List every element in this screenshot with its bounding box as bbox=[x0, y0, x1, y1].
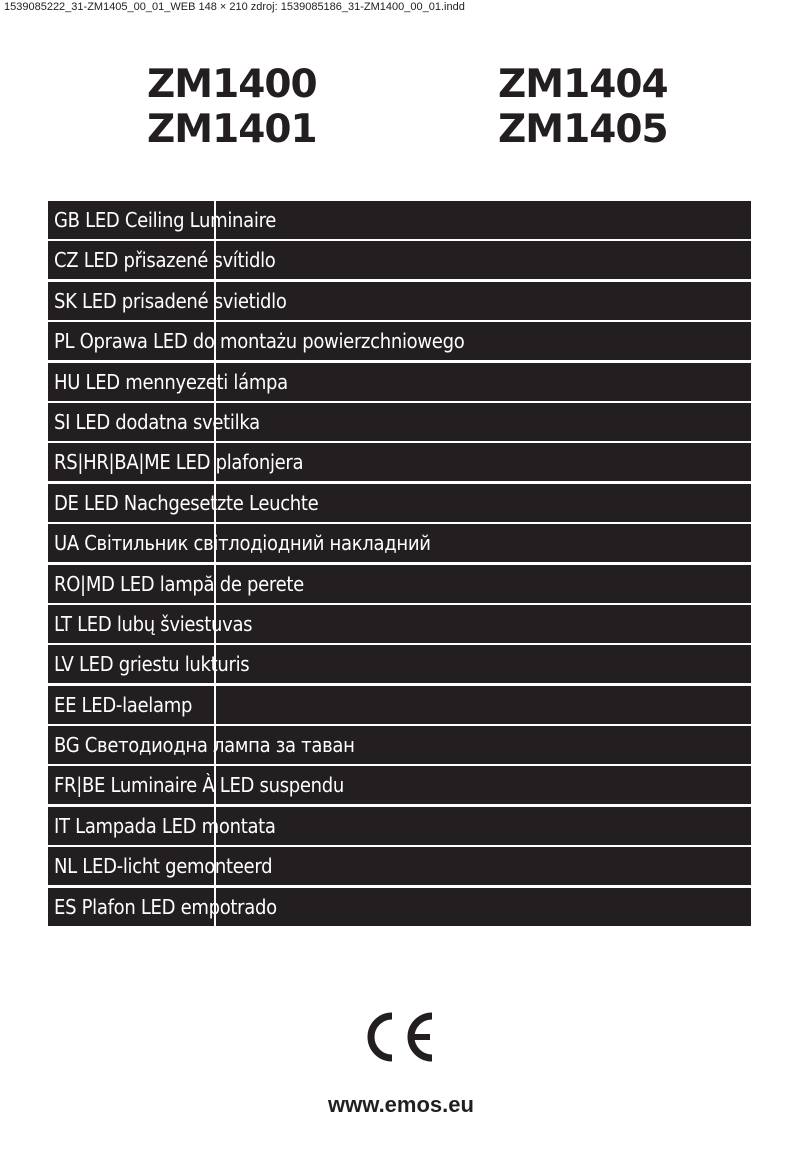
language-title-row: SK LED prisadené svietidlo bbox=[48, 281, 751, 320]
language-title-row: RO|MD LED lampă de perete bbox=[48, 564, 751, 603]
language-title-row: BG Светодиодна лампа за таван bbox=[48, 726, 751, 765]
language-title-row: ES Plafon LED empotrado bbox=[48, 887, 751, 926]
language-title-row: HU LED mennyezeti lámpa bbox=[48, 362, 751, 401]
language-title-row: GB LED Ceiling Luminaire bbox=[48, 201, 751, 239]
website-link[interactable]: www.emos.eu bbox=[328, 1092, 474, 1117]
language-title-row: LV LED griestu lukturis bbox=[48, 645, 751, 684]
fold-line bbox=[214, 201, 216, 928]
language-title-row: RS|HR|BA|ME LED plafonjera bbox=[48, 443, 751, 482]
model-list-left: ZM1400 ZM1401 bbox=[147, 62, 318, 152]
ce-mark-icon bbox=[358, 1010, 436, 1068]
model-code: ZM1400 bbox=[147, 62, 318, 107]
file-slug: 1539085222_31-ZM1405_00_01_WEB 148 × 210… bbox=[4, 1, 465, 13]
model-code: ZM1405 bbox=[498, 107, 669, 152]
language-title-row: IT Lampada LED montata bbox=[48, 806, 751, 845]
language-title-row: PL Oprawa LED do montażu powierzchnioweg… bbox=[48, 322, 751, 361]
model-list-right: ZM1404 ZM1405 bbox=[498, 62, 669, 152]
language-title-row: SI LED dodatna svetilka bbox=[48, 402, 751, 441]
language-title-list: GB LED Ceiling Luminaire CZ LED přisazené… bbox=[48, 201, 751, 928]
language-title-row: UA Світильник світлодіодний накладний bbox=[48, 524, 751, 563]
language-title-row: DE LED Nachgesetzte Leuchte bbox=[48, 483, 751, 522]
language-title-row: FR|BE Luminaire À LED suspendu bbox=[48, 766, 751, 805]
language-title-row: CZ LED přisazené svítidlo bbox=[48, 241, 751, 280]
language-title-row: EE LED-laelamp bbox=[48, 685, 751, 724]
model-code: ZM1404 bbox=[498, 62, 669, 107]
language-title-row: LT LED lubų šviestuvas bbox=[48, 604, 751, 643]
language-title-row: NL LED-licht gemonteerd bbox=[48, 847, 751, 886]
model-code: ZM1401 bbox=[147, 107, 318, 152]
